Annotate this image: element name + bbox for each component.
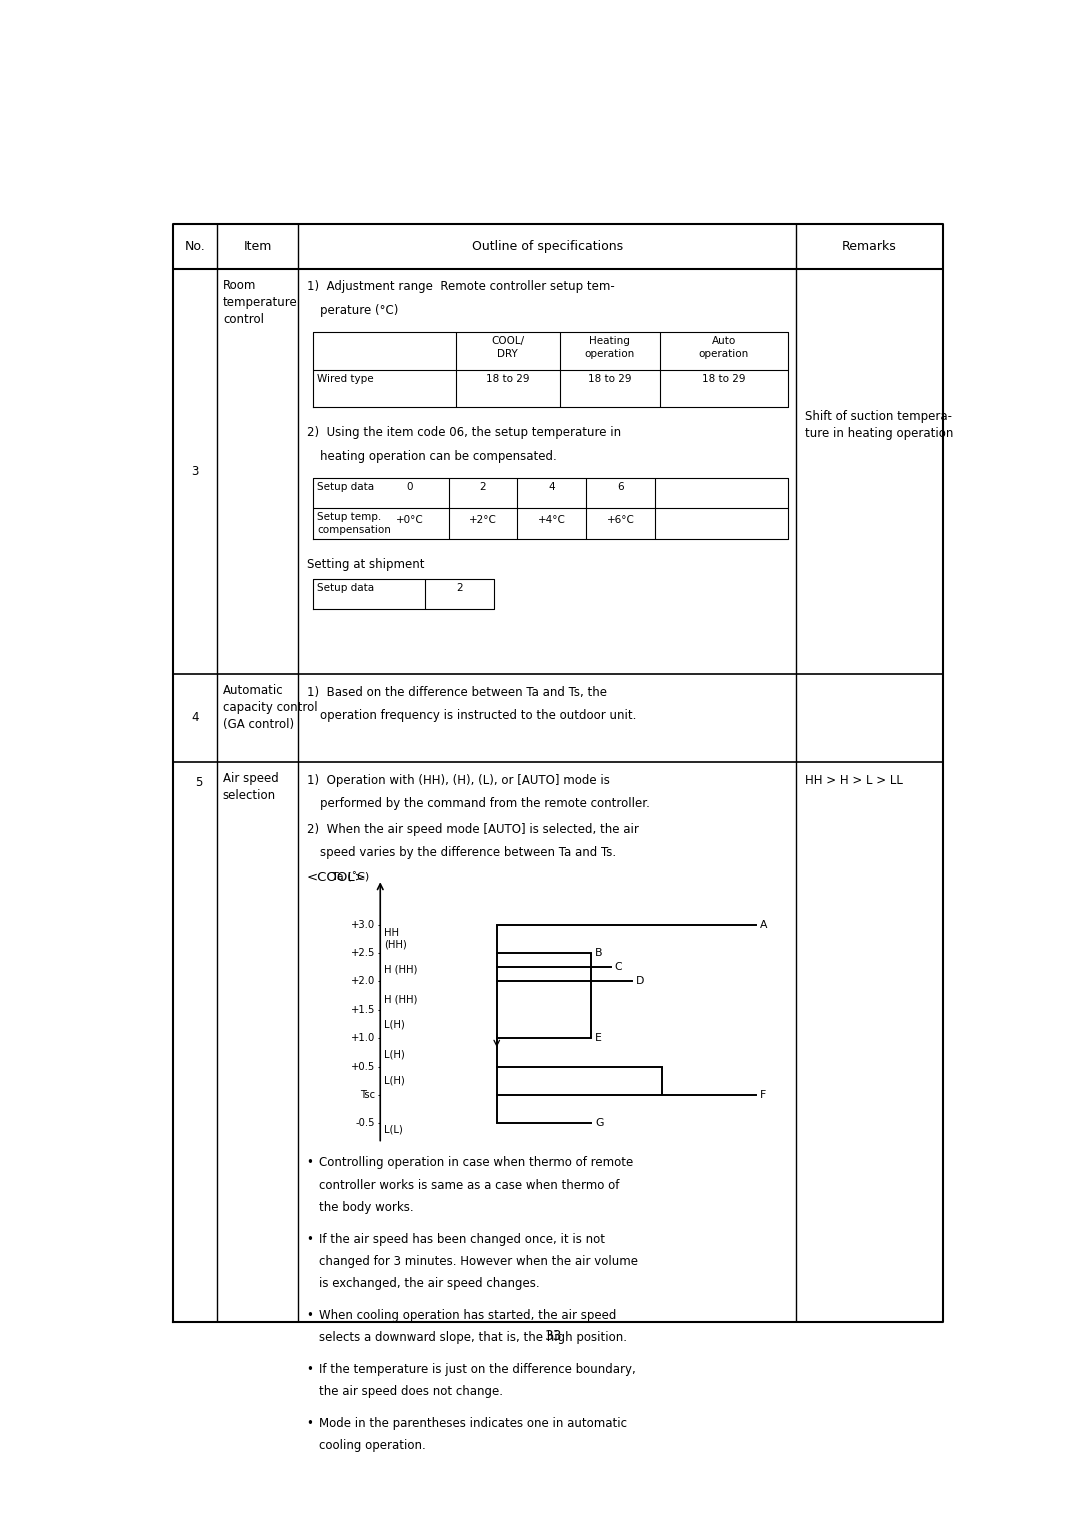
Text: •: • <box>307 1363 313 1376</box>
Text: Shift of suction tempera-
ture in heating operation: Shift of suction tempera- ture in heatin… <box>805 410 953 439</box>
Text: 2)  Using the item code 06, the setup temperature in: 2) Using the item code 06, the setup tem… <box>307 425 621 439</box>
Text: E: E <box>595 1034 602 1043</box>
Text: Setup data: Setup data <box>318 482 375 493</box>
Text: controller works is same as a case when thermo of: controller works is same as a case when … <box>320 1179 620 1191</box>
Text: 18 to 29: 18 to 29 <box>589 375 632 384</box>
Text: +3.0: +3.0 <box>351 920 375 930</box>
Text: 2: 2 <box>456 584 462 593</box>
Text: G: G <box>595 1118 604 1128</box>
Text: H (HH): H (HH) <box>384 965 418 974</box>
Text: 18 to 29: 18 to 29 <box>702 375 745 384</box>
Text: +2.5: +2.5 <box>351 949 375 958</box>
Text: If the air speed has been changed once, it is not: If the air speed has been changed once, … <box>320 1232 605 1246</box>
Text: selects a downward slope, that is, the high position.: selects a downward slope, that is, the h… <box>320 1331 627 1345</box>
Text: •: • <box>307 1308 313 1322</box>
Text: performed by the command from the remote controller.: performed by the command from the remote… <box>320 798 650 810</box>
Text: the air speed does not change.: the air speed does not change. <box>320 1385 503 1398</box>
Text: +1.0: +1.0 <box>351 1034 375 1043</box>
Text: 2: 2 <box>480 482 486 493</box>
Text: operation frequency is instructed to the outdoor unit.: operation frequency is instructed to the… <box>320 709 636 721</box>
Text: +2.0: +2.0 <box>351 976 375 987</box>
Text: changed for 3 minutes. However when the air volume: changed for 3 minutes. However when the … <box>320 1255 638 1269</box>
Text: 18 to 29: 18 to 29 <box>486 375 529 384</box>
Text: When cooling operation has started, the air speed: When cooling operation has started, the … <box>320 1308 617 1322</box>
Text: D: D <box>636 976 645 987</box>
Text: is exchanged, the air speed changes.: is exchanged, the air speed changes. <box>320 1278 540 1290</box>
Text: 2)  When the air speed mode [AUTO] is selected, the air: 2) When the air speed mode [AUTO] is sel… <box>307 824 638 836</box>
Text: +6°C: +6°C <box>607 515 635 525</box>
Text: Automatic
capacity control
(GA control): Automatic capacity control (GA control) <box>222 685 318 732</box>
Text: +2°C: +2°C <box>469 515 497 525</box>
Text: Setup temp.
compensation: Setup temp. compensation <box>318 512 391 535</box>
Text: Room
temperature
control: Room temperature control <box>222 279 298 326</box>
Text: 1)  Adjustment range  Remote controller setup tem-: 1) Adjustment range Remote controller se… <box>307 281 615 293</box>
Text: Tsc: Tsc <box>360 1090 375 1100</box>
Text: Item: Item <box>243 239 272 253</box>
Text: COOL/
DRY: COOL/ DRY <box>491 336 525 358</box>
Text: 1)  Operation with (HH), (H), (L), or [AUTO] mode is: 1) Operation with (HH), (H), (L), or [AU… <box>307 773 609 787</box>
Text: HH > H > L > LL: HH > H > L > LL <box>805 773 903 787</box>
Text: C: C <box>615 962 622 973</box>
Text: -0.5: -0.5 <box>355 1118 375 1128</box>
Text: 33: 33 <box>544 1330 563 1344</box>
Text: Wired type: Wired type <box>318 375 374 384</box>
Text: 3: 3 <box>191 465 199 477</box>
Text: Air speed
selection: Air speed selection <box>222 773 279 802</box>
Text: •: • <box>307 1156 313 1170</box>
Text: 4: 4 <box>549 482 555 493</box>
Text: H (HH): H (HH) <box>384 994 418 1003</box>
Text: A: A <box>760 920 768 930</box>
Text: +0.5: +0.5 <box>351 1061 375 1072</box>
Text: Setting at shipment: Setting at shipment <box>307 558 424 570</box>
Text: No.: No. <box>185 239 205 253</box>
Text: <COOL>: <COOL> <box>307 871 366 884</box>
Text: 0: 0 <box>406 482 413 493</box>
Text: +4°C: +4°C <box>538 515 566 525</box>
Text: L(L): L(L) <box>384 1124 403 1135</box>
Text: Outline of specifications: Outline of specifications <box>472 239 623 253</box>
Text: •: • <box>307 1232 313 1246</box>
Text: cooling operation.: cooling operation. <box>320 1440 426 1452</box>
Text: Setup data: Setup data <box>318 584 375 593</box>
Text: +1.5: +1.5 <box>351 1005 375 1014</box>
Text: Auto
operation: Auto operation <box>699 336 748 358</box>
Text: Controlling operation in case when thermo of remote: Controlling operation in case when therm… <box>320 1156 633 1170</box>
Text: 4: 4 <box>191 711 199 724</box>
Text: Mode in the parentheses indicates one in automatic: Mode in the parentheses indicates one in… <box>320 1417 627 1430</box>
Text: HH
(HH): HH (HH) <box>384 929 407 950</box>
Text: •: • <box>307 1417 313 1430</box>
Text: 1)  Based on the difference between Ta and Ts, the: 1) Based on the difference between Ta an… <box>307 686 607 698</box>
Text: +0°C: +0°C <box>395 515 423 525</box>
Text: If the temperature is just on the difference boundary,: If the temperature is just on the differ… <box>320 1363 636 1376</box>
Text: B: B <box>595 949 603 958</box>
Text: 6: 6 <box>618 482 624 493</box>
Text: speed varies by the difference between Ta and Ts.: speed varies by the difference between T… <box>320 846 616 860</box>
Text: F: F <box>760 1090 767 1100</box>
Text: perature (°C): perature (°C) <box>320 303 399 317</box>
Text: L(H): L(H) <box>384 1049 405 1060</box>
Text: Heating
operation: Heating operation <box>584 336 635 358</box>
Text: Ta (˚C): Ta (˚C) <box>332 872 369 881</box>
Text: 5: 5 <box>194 776 202 788</box>
Text: Remarks: Remarks <box>842 239 896 253</box>
Text: the body works.: the body works. <box>320 1202 414 1214</box>
Text: L(H): L(H) <box>384 1019 405 1029</box>
Text: heating operation can be compensated.: heating operation can be compensated. <box>320 450 556 462</box>
Text: L(H): L(H) <box>384 1075 405 1086</box>
